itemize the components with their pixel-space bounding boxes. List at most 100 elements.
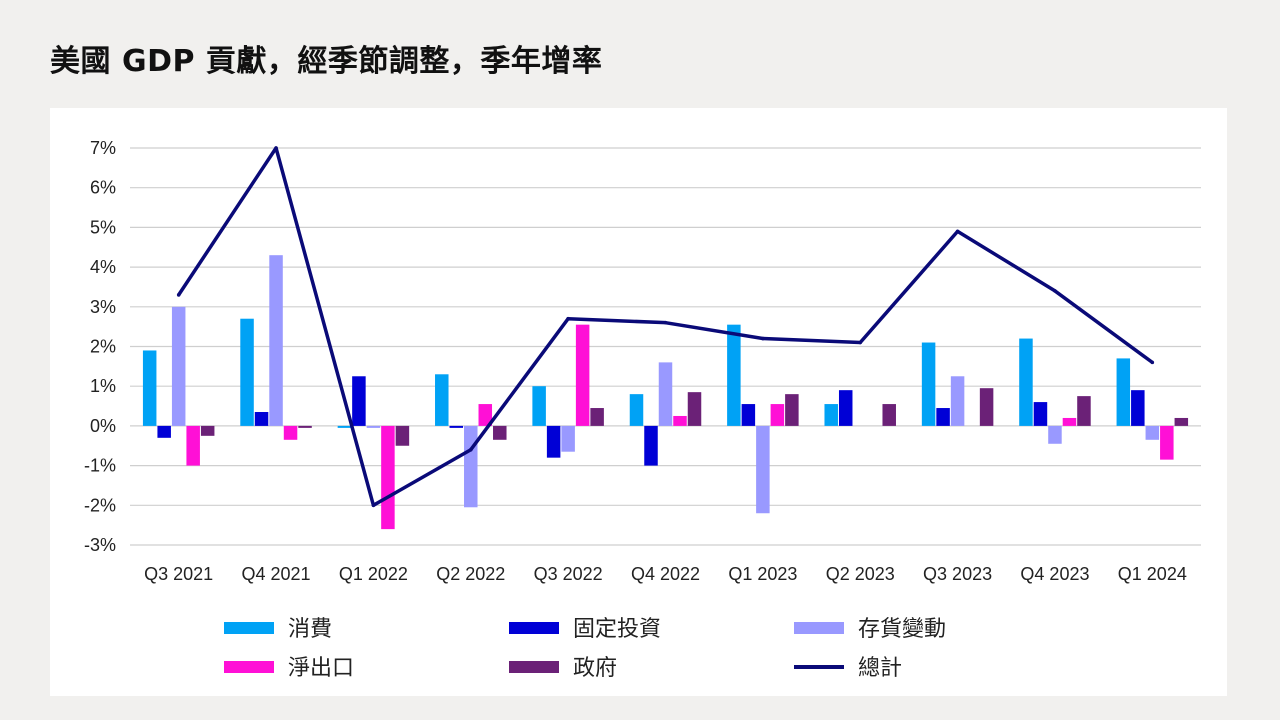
x-axis: Q3 2021 Q4 2021 Q1 2022 Q2 2022 Q3 2022 Q4 20… bbox=[144, 564, 1187, 584]
legend-label: 淨出口 bbox=[288, 656, 354, 681]
line-point bbox=[858, 340, 863, 345]
bar bbox=[1033, 402, 1048, 426]
x-tick-label: Q2 2022 bbox=[436, 564, 505, 584]
bar bbox=[770, 404, 785, 426]
x-tick-label: Q1 2022 bbox=[339, 564, 408, 584]
bar bbox=[1062, 417, 1077, 426]
bar bbox=[395, 425, 410, 446]
bars bbox=[142, 255, 1189, 530]
bar bbox=[629, 394, 644, 426]
bar bbox=[673, 415, 687, 426]
x-tick-label: Q2 2023 bbox=[826, 564, 895, 584]
bar bbox=[283, 425, 298, 440]
bar bbox=[337, 425, 352, 428]
bar bbox=[950, 376, 965, 426]
bar bbox=[381, 425, 395, 530]
bar bbox=[157, 425, 171, 438]
bar bbox=[824, 404, 838, 426]
bar bbox=[1077, 396, 1091, 426]
legend-label: 存貨變動 bbox=[858, 617, 946, 642]
chart-panel: -3% -2% -1% 0% 1% 2% 3% 4% 5% 6% 7% Q3 2021 Q4 2021… bbox=[50, 108, 1227, 696]
x-tick-label: Q4 2022 bbox=[631, 564, 700, 584]
legend-swatch bbox=[509, 661, 559, 673]
bar bbox=[493, 425, 507, 440]
legend-label: 固定投資 bbox=[573, 617, 661, 642]
bar bbox=[435, 374, 449, 426]
y-tick-label: 6% bbox=[90, 178, 116, 198]
legend-swatch bbox=[794, 622, 844, 634]
x-tick-label: Q4 2023 bbox=[1020, 564, 1089, 584]
y-tick-label: 3% bbox=[90, 297, 116, 317]
y-tick-label: 7% bbox=[90, 138, 116, 158]
line-point bbox=[274, 146, 278, 150]
line-point bbox=[663, 320, 668, 325]
y-tick-label: 4% bbox=[90, 257, 116, 277]
x-tick-label: Q1 2024 bbox=[1118, 564, 1187, 584]
bar bbox=[366, 425, 381, 428]
bar bbox=[1019, 338, 1033, 426]
y-axis: -3% -2% -1% 0% 1% 2% 3% 4% 5% 6% 7% bbox=[84, 138, 116, 555]
bar bbox=[561, 425, 575, 452]
line-point bbox=[1053, 289, 1057, 293]
bar bbox=[186, 425, 200, 466]
y-tick-label: -1% bbox=[84, 456, 116, 476]
bar bbox=[532, 386, 546, 426]
bar bbox=[200, 425, 215, 436]
page-title: 美國 GDP 貢獻，經季節調整，季年增率 bbox=[50, 44, 603, 79]
bar bbox=[687, 392, 702, 426]
bar bbox=[269, 255, 283, 426]
total-line bbox=[177, 146, 1154, 508]
x-tick-label: Q3 2022 bbox=[534, 564, 603, 584]
legend-label: 消費 bbox=[288, 617, 332, 642]
y-tick-label: 0% bbox=[90, 416, 116, 436]
line-point bbox=[761, 336, 765, 341]
bar bbox=[142, 350, 157, 426]
bar bbox=[727, 324, 741, 426]
bar bbox=[785, 394, 799, 426]
bar bbox=[1048, 425, 1062, 444]
x-tick-label: Q3 2023 bbox=[923, 564, 992, 584]
bar bbox=[478, 404, 493, 426]
line-point bbox=[566, 316, 570, 321]
total-line-layer bbox=[176, 146, 1155, 508]
bar bbox=[240, 318, 254, 426]
bar bbox=[921, 342, 936, 426]
bar bbox=[1145, 425, 1160, 440]
x-tick-label: Q3 2021 bbox=[144, 564, 213, 584]
bar bbox=[546, 425, 561, 458]
bar bbox=[1131, 390, 1145, 426]
bar bbox=[756, 425, 770, 514]
line-point bbox=[176, 293, 181, 297]
bar bbox=[936, 408, 950, 426]
line-point bbox=[955, 229, 960, 234]
line-point bbox=[1150, 360, 1155, 365]
y-tick-label: 2% bbox=[90, 337, 116, 357]
line-point bbox=[468, 447, 473, 452]
bar bbox=[464, 425, 478, 508]
legend-swatch bbox=[509, 622, 559, 634]
bar bbox=[171, 306, 186, 426]
y-tick-label: 1% bbox=[90, 376, 116, 396]
x-tick-label: Q1 2023 bbox=[728, 564, 797, 584]
legend-label: 政府 bbox=[573, 656, 617, 681]
bar bbox=[298, 425, 312, 428]
y-tick-label: 5% bbox=[90, 217, 116, 237]
bar bbox=[838, 390, 853, 426]
y-tick-label: -3% bbox=[84, 535, 116, 555]
bar bbox=[352, 376, 366, 426]
bar bbox=[590, 408, 604, 426]
gdp-contribution-chart: -3% -2% -1% 0% 1% 2% 3% 4% 5% 6% 7% Q3 2021 Q4 2021… bbox=[84, 138, 1201, 681]
bar bbox=[575, 324, 590, 426]
bar bbox=[979, 388, 994, 426]
bar bbox=[882, 404, 896, 426]
legend-swatch bbox=[224, 661, 274, 673]
legend-swatch bbox=[224, 622, 274, 634]
bar bbox=[1116, 358, 1131, 426]
bar bbox=[741, 404, 756, 426]
bar bbox=[1160, 425, 1174, 460]
x-tick-label: Q4 2021 bbox=[242, 564, 311, 584]
bar bbox=[254, 412, 269, 426]
y-tick-label: -2% bbox=[84, 495, 116, 515]
bar bbox=[658, 362, 673, 426]
